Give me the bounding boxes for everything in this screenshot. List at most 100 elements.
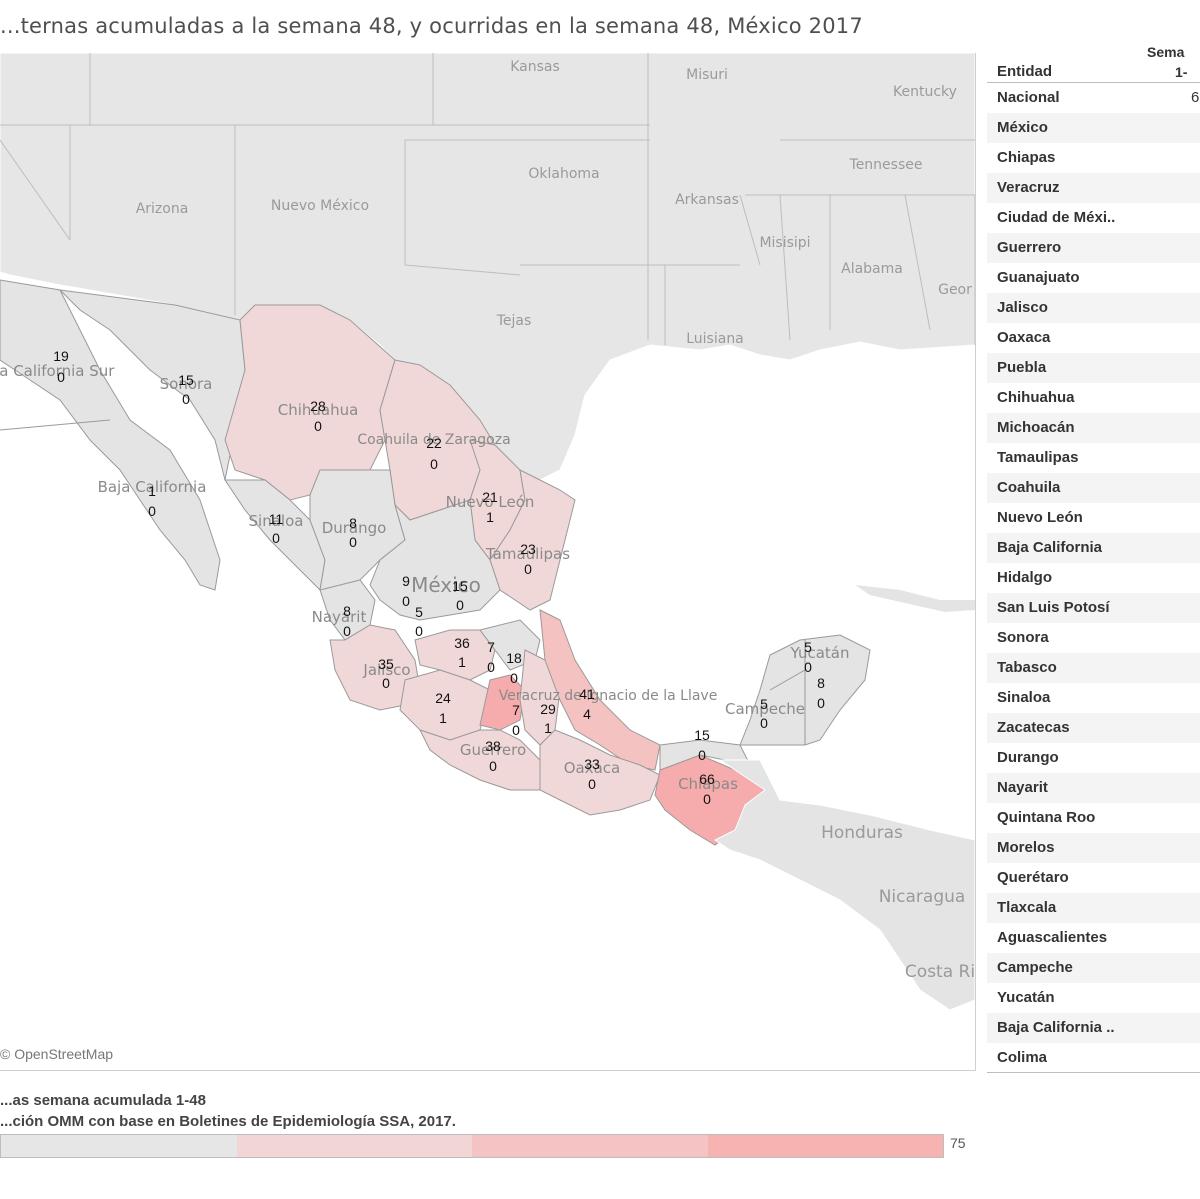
label-georgia: Geor (938, 282, 972, 298)
value-week: 0 (349, 534, 357, 550)
value-acum: 9 (402, 573, 410, 589)
table-row[interactable]: Hidalgo (987, 563, 1200, 593)
table-row[interactable]: Baja California (987, 533, 1200, 563)
label-luisiana: Luisiana (686, 331, 744, 347)
table-row[interactable]: Guerrero (987, 233, 1200, 263)
table-row[interactable]: Zacatecas (987, 713, 1200, 743)
table-row[interactable]: Quintana Roo (987, 803, 1200, 833)
map-credit[interactable]: © OpenStreetMap (0, 1046, 114, 1062)
label-baja-california: Baja California (98, 478, 207, 496)
label-guerrero: Guerrero (460, 741, 526, 759)
entidad-name: Campeche (997, 959, 1073, 976)
table-row[interactable]: Chihuahua (987, 383, 1200, 413)
table-row[interactable]: Ciudad de Méxi.. (987, 203, 1200, 233)
table-row[interactable]: Yucatán (987, 983, 1200, 1013)
column-header-semana[interactable]: Sema (1147, 44, 1185, 60)
table-row[interactable]: Tlaxcala (987, 893, 1200, 923)
value-week: 0 (817, 695, 825, 711)
table-row[interactable]: Nacional 6 (987, 83, 1200, 113)
entidad-name: Guanajuato (997, 269, 1080, 286)
table-row[interactable]: México (987, 113, 1200, 143)
value-acum: 19 (53, 348, 69, 364)
entidad-name: Coahuila (997, 479, 1061, 496)
label-chihuahua: Chihuahua (278, 401, 359, 419)
value-week: 0 (57, 369, 65, 385)
label-honduras: Honduras (821, 823, 903, 843)
value-acum: 28 (310, 398, 326, 414)
label-arizona: Arizona (136, 201, 189, 217)
label-yucatan: Yucatán (790, 644, 850, 662)
table-row[interactable]: Guanajuato (987, 263, 1200, 293)
table-bottom-border (987, 1072, 1200, 1073)
value-week: 0 (382, 675, 390, 691)
entidad-name: Aguascalientes (997, 929, 1108, 946)
table-row[interactable]: Querétaro (987, 863, 1200, 893)
label-mexico: México (411, 573, 481, 597)
entidad-name: San Luis Potosí (997, 599, 1110, 616)
label-misuri: Misuri (686, 67, 728, 83)
table-row[interactable]: Tabasco (987, 653, 1200, 683)
value-acum: 5 (415, 604, 423, 620)
entidad-name: Veracruz (997, 179, 1060, 196)
legend-color-step (707, 1135, 943, 1157)
table-row[interactable]: Michoacán (987, 413, 1200, 443)
entidad-name: Oaxaca (997, 329, 1051, 346)
label-durango: Durango (322, 519, 387, 537)
label-arkansas: Arkansas (675, 192, 739, 208)
table-row[interactable]: Durango (987, 743, 1200, 773)
entidad-name: Durango (997, 749, 1059, 766)
value-week: 0 (415, 623, 423, 639)
mexico-state-shape (479, 674, 526, 731)
label-tamaulipas: Tamaulipas (485, 545, 570, 563)
value-week: 0 (510, 670, 518, 686)
table-row[interactable]: Aguascalientes (987, 923, 1200, 953)
entidad-name: Hidalgo (997, 569, 1052, 586)
label-costa-rica: Costa Ri (905, 962, 975, 982)
entidad-name: Sonora (997, 629, 1049, 646)
table-row[interactable]: Sinaloa (987, 683, 1200, 713)
table-row[interactable]: Colima (987, 1043, 1200, 1073)
map-panel[interactable]: Kansas Misuri Kentucky Oklahoma Tennesse… (0, 53, 976, 1071)
value-acum: 8 (817, 675, 825, 691)
value-week: 0 (402, 593, 410, 609)
value-week: 1 (458, 654, 466, 670)
legend-source: ...ción OMM con base en Boletines de Epi… (0, 1113, 456, 1130)
column-header-entidad[interactable]: Entidad (997, 63, 1052, 80)
value-acum: 11 (269, 511, 284, 527)
table-row[interactable]: Chiapas (987, 143, 1200, 173)
table-row[interactable]: Sonora (987, 623, 1200, 653)
label-coahuila: Coahuila de Zaragoza (357, 432, 510, 448)
value-acum: 18 (506, 650, 522, 666)
entidad-name: Ciudad de Méxi.. (997, 209, 1116, 226)
table-row[interactable]: Oaxaca (987, 323, 1200, 353)
table-row[interactable]: Campeche (987, 953, 1200, 983)
value-week: 0 (489, 758, 497, 774)
ranking-table[interactable]: Sema 1- Entidad Nacional 6 México Chiapas Ve… (987, 42, 1200, 1074)
table-row[interactable]: Baja California .. (987, 1013, 1200, 1043)
table-row[interactable]: Veracruz (987, 173, 1200, 203)
column-header-semana-range[interactable]: 1- (1175, 64, 1188, 80)
entidad-name: Nuevo León (997, 509, 1083, 526)
value-week: 0 (182, 391, 190, 407)
mexico-map[interactable]: Kansas Misuri Kentucky Oklahoma Tennesse… (0, 53, 975, 1070)
table-row[interactable]: Tamaulipas (987, 443, 1200, 473)
label-nuevo-mexico: Nuevo México (271, 198, 369, 214)
cuba-land (855, 585, 975, 612)
label-alabama: Alabama (841, 261, 903, 277)
table-row[interactable]: Nayarit (987, 773, 1200, 803)
table-row[interactable]: San Luis Potosí (987, 593, 1200, 623)
entidad-name: Guerrero (997, 239, 1062, 256)
table-row[interactable]: Puebla (987, 353, 1200, 383)
table-row[interactable]: Jalisco (987, 293, 1200, 323)
entidad-name: Tamaulipas (997, 449, 1079, 466)
color-legend-bar[interactable] (0, 1134, 944, 1158)
table-row[interactable]: Nuevo León (987, 503, 1200, 533)
table-row[interactable]: Morelos (987, 833, 1200, 863)
table-body: Nacional 6 México Chiapas Veracruz Ciudad de … (987, 83, 1200, 1073)
label-chiapas: Chiapas (678, 775, 738, 793)
value-week: 0 (703, 791, 711, 807)
table-row[interactable]: Coahuila (987, 473, 1200, 503)
label-baja-california-sur: Baja California Sur (0, 362, 115, 380)
label-misisipi: Misisipi (759, 235, 810, 251)
value-week: 0 (524, 561, 532, 577)
